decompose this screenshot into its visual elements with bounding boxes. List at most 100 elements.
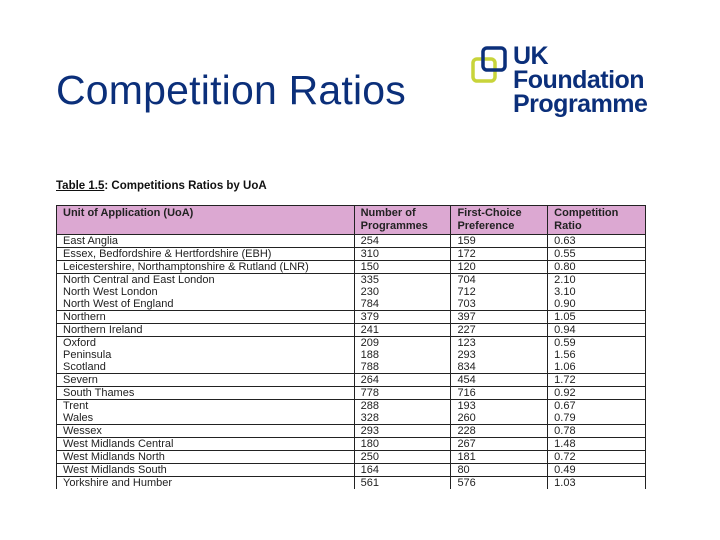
cell-ratio: 0.67 xyxy=(547,399,646,412)
uk-foundation-programme-logo: UK Foundation Programme xyxy=(470,44,670,124)
cell-first-choice: 454 xyxy=(450,373,549,387)
table-row: Yorkshire and Humber 561 576 1.03 xyxy=(56,476,646,489)
column-header-programmes: Number of Programmes xyxy=(353,205,452,235)
cell-programmes: 209 xyxy=(353,336,452,349)
table-row: Severn 264 454 1.72 xyxy=(56,373,646,387)
cell-uoa: Wessex xyxy=(56,424,355,438)
cell-first-choice: 193 xyxy=(450,399,549,412)
logo-wordmark: UK Foundation Programme xyxy=(513,42,648,118)
table-row: North West of England 784 703 0.90 xyxy=(56,298,646,311)
cell-ratio: 1.48 xyxy=(547,437,646,451)
cell-first-choice: 834 xyxy=(450,361,549,374)
table-caption-text: : Competitions Ratios by UoA xyxy=(104,180,267,192)
cell-first-choice: 712 xyxy=(450,286,549,298)
cell-ratio: 0.55 xyxy=(547,247,646,261)
cell-first-choice: 716 xyxy=(450,386,549,400)
cell-first-choice: 123 xyxy=(450,336,549,349)
cell-ratio: 0.79 xyxy=(547,412,646,425)
cell-uoa: Oxford xyxy=(56,336,355,349)
cell-ratio: 2.10 xyxy=(547,273,646,286)
cell-programmes: 241 xyxy=(353,323,452,337)
cell-first-choice: 172 xyxy=(450,247,549,261)
cell-first-choice: 228 xyxy=(450,424,549,438)
column-header-uoa: Unit of Application (UoA) xyxy=(56,205,355,235)
cell-first-choice: 181 xyxy=(450,450,549,464)
cell-ratio: 1.56 xyxy=(547,349,646,361)
cell-first-choice: 704 xyxy=(450,273,549,286)
table-row: West Midlands North 250 181 0.72 xyxy=(56,450,646,464)
cell-first-choice: 267 xyxy=(450,437,549,451)
cell-uoa: West Midlands Central xyxy=(56,437,355,451)
cell-programmes: 288 xyxy=(353,399,452,412)
table-row: North West London 230 712 3.10 xyxy=(56,286,646,298)
cell-programmes: 254 xyxy=(353,234,452,248)
cell-uoa: Peninsula xyxy=(56,349,355,361)
table-row: Scotland 788 834 1.06 xyxy=(56,361,646,374)
logo-line-3: Programme xyxy=(513,90,648,118)
cell-programmes: 150 xyxy=(353,260,452,274)
cell-uoa: Wales xyxy=(56,412,355,425)
cell-ratio: 0.80 xyxy=(547,260,646,274)
cell-ratio: 3.10 xyxy=(547,286,646,298)
cell-uoa: North Central and East London xyxy=(56,273,355,286)
cell-programmes: 561 xyxy=(353,476,452,489)
cell-ratio: 0.78 xyxy=(547,424,646,438)
logo-line-1: UK xyxy=(513,42,549,70)
cell-ratio: 1.06 xyxy=(547,361,646,374)
cell-first-choice: 120 xyxy=(450,260,549,274)
cell-uoa: South Thames xyxy=(56,386,355,400)
cell-ratio: 0.90 xyxy=(547,298,646,311)
column-header-first-choice: First-Choice Preference xyxy=(450,205,549,235)
table-row: Essex, Bedfordshire & Hertfordshire (EBH… xyxy=(56,247,646,261)
cell-uoa: Yorkshire and Humber xyxy=(56,476,355,489)
cell-uoa: Trent xyxy=(56,399,355,412)
cell-programmes: 778 xyxy=(353,386,452,400)
cell-ratio: 1.05 xyxy=(547,310,646,324)
cell-first-choice: 293 xyxy=(450,349,549,361)
table-row: Oxford 209 123 0.59 xyxy=(56,336,646,349)
cell-programmes: 264 xyxy=(353,373,452,387)
cell-uoa: Scotland xyxy=(56,361,355,374)
cell-uoa: West Midlands North xyxy=(56,450,355,464)
cell-programmes: 310 xyxy=(353,247,452,261)
cell-programmes: 180 xyxy=(353,437,452,451)
column-header-ratio: Competition Ratio xyxy=(547,205,646,235)
cell-ratio: 0.94 xyxy=(547,323,646,337)
cell-first-choice: 159 xyxy=(450,234,549,248)
cell-ratio: 0.59 xyxy=(547,336,646,349)
cell-first-choice: 260 xyxy=(450,412,549,425)
cell-uoa: Severn xyxy=(56,373,355,387)
cell-ratio: 1.03 xyxy=(547,476,646,489)
cell-first-choice: 397 xyxy=(450,310,549,324)
cell-first-choice: 80 xyxy=(450,463,549,477)
cell-uoa: Northern Ireland xyxy=(56,323,355,337)
cell-programmes: 379 xyxy=(353,310,452,324)
cell-uoa: Northern xyxy=(56,310,355,324)
slide-title: Competition Ratios xyxy=(56,67,406,113)
table-row: Wales 328 260 0.79 xyxy=(56,412,646,425)
cell-programmes: 784 xyxy=(353,298,452,311)
cell-programmes: 335 xyxy=(353,273,452,286)
cell-ratio: 0.72 xyxy=(547,450,646,464)
table-row: Northern 379 397 1.05 xyxy=(56,310,646,324)
cell-uoa: Essex, Bedfordshire & Hertfordshire (EBH… xyxy=(56,247,355,261)
logo-squares-icon xyxy=(471,46,507,83)
cell-programmes: 293 xyxy=(353,424,452,438)
table-row: Northern Ireland 241 227 0.94 xyxy=(56,323,646,337)
table-row: East Anglia 254 159 0.63 xyxy=(56,234,646,248)
cell-first-choice: 703 xyxy=(450,298,549,311)
cell-programmes: 164 xyxy=(353,463,452,477)
table-row: West Midlands Central 180 267 1.48 xyxy=(56,437,646,451)
table-caption-label: Table 1.5 xyxy=(56,180,105,192)
table-row: Wessex 293 228 0.78 xyxy=(56,424,646,438)
cell-programmes: 788 xyxy=(353,361,452,374)
cell-uoa: Leicestershire, Northamptonshire & Rutla… xyxy=(56,260,355,274)
cell-ratio: 0.92 xyxy=(547,386,646,400)
cell-first-choice: 227 xyxy=(450,323,549,337)
cell-ratio: 0.63 xyxy=(547,234,646,248)
competition-ratios-table: Unit of Application (UoA) Number of Prog… xyxy=(56,205,646,489)
table-row: South Thames 778 716 0.92 xyxy=(56,386,646,400)
table-row: North Central and East London 335 704 2.… xyxy=(56,273,646,286)
table-header-row: Unit of Application (UoA) Number of Prog… xyxy=(56,205,646,235)
table-row: Peninsula 188 293 1.56 xyxy=(56,349,646,361)
